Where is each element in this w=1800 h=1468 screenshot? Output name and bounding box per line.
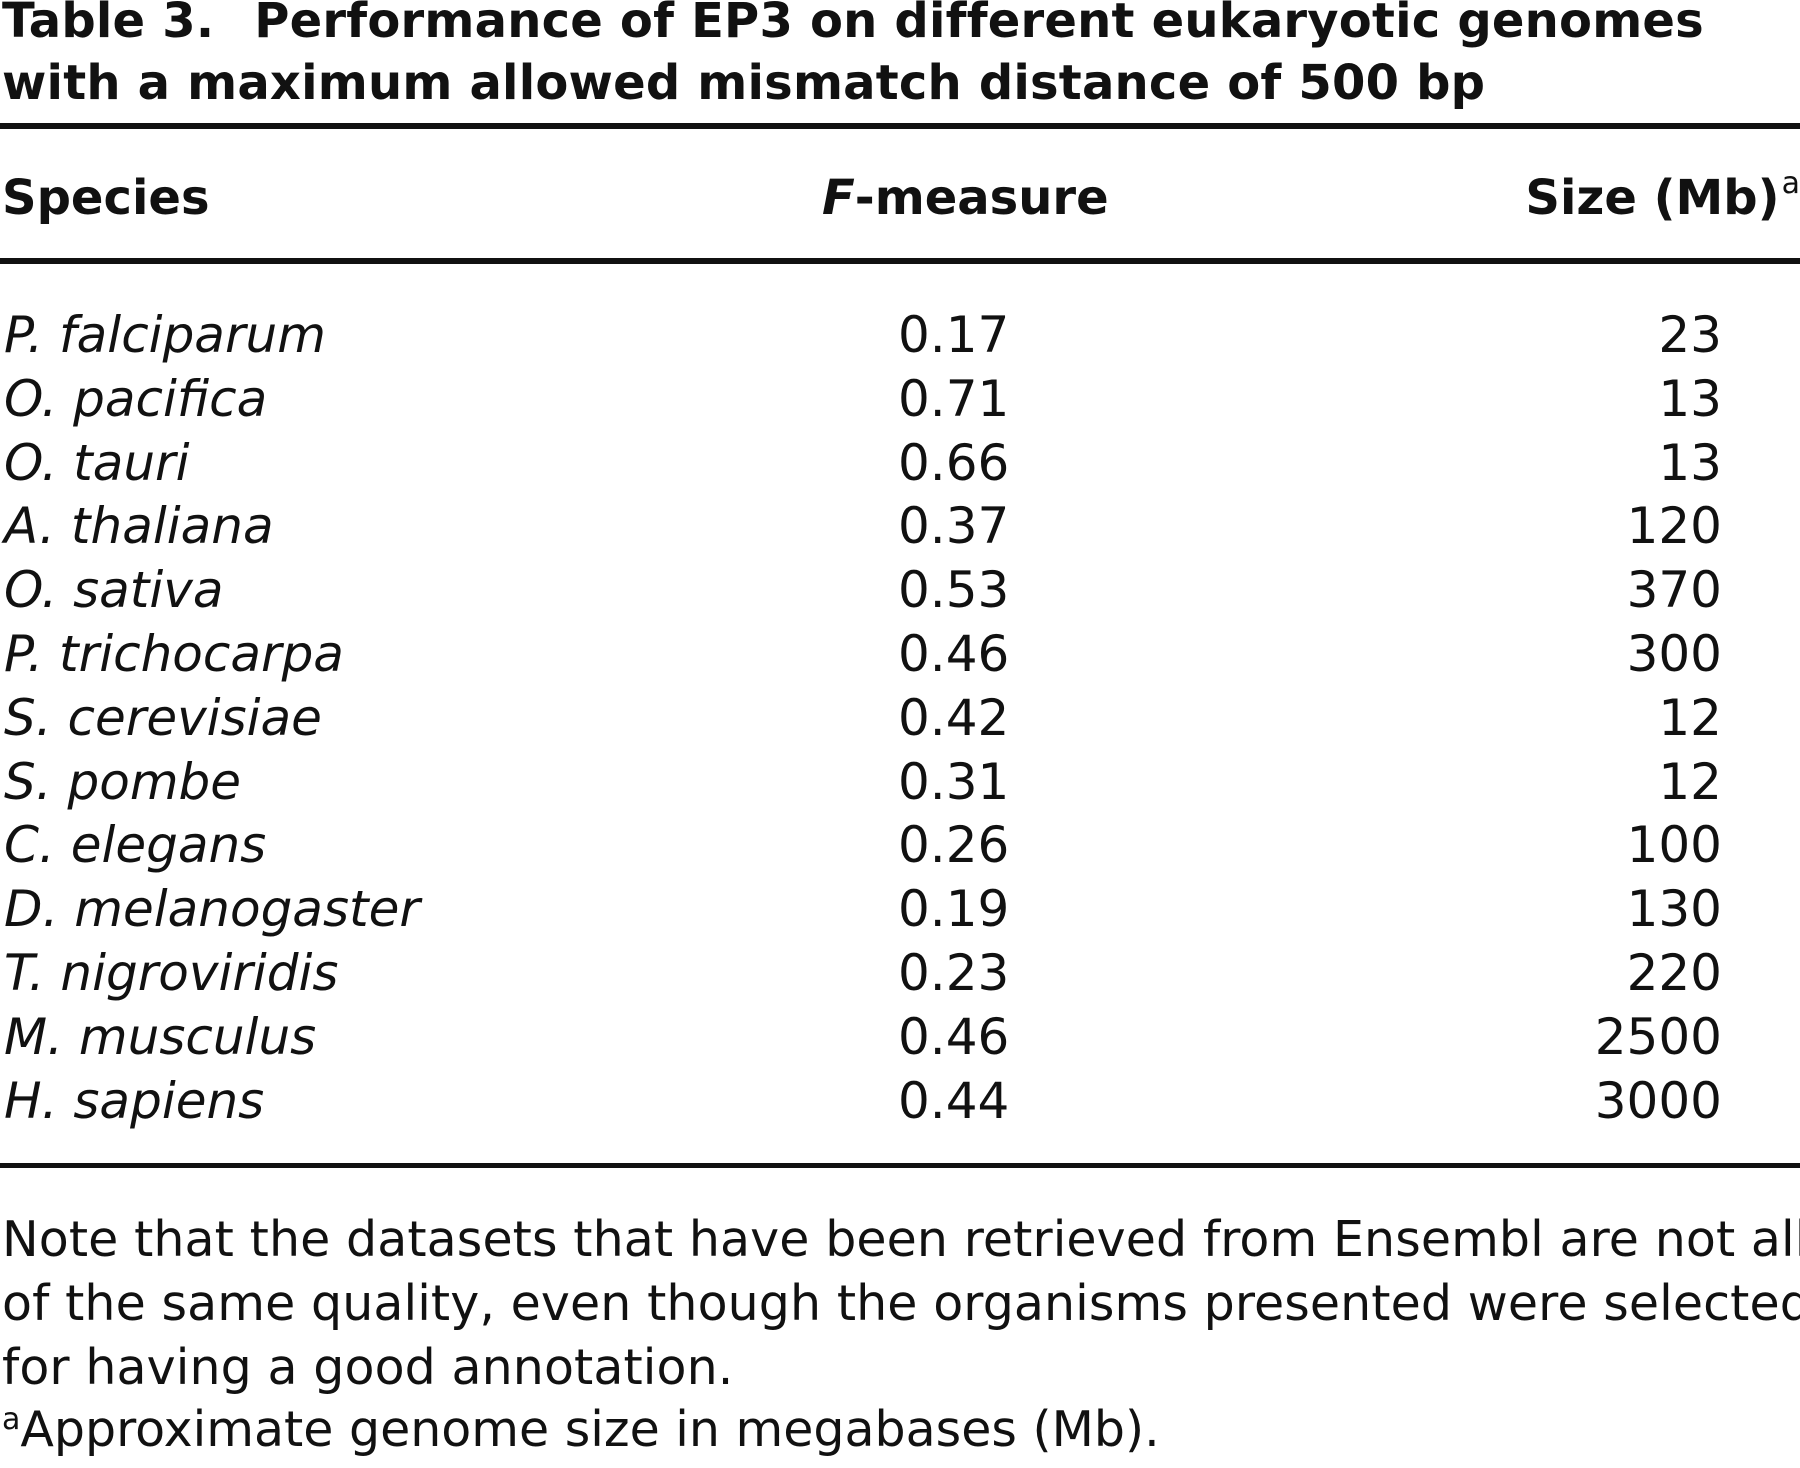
cell-fmeasure: 0.71 — [898, 369, 1010, 428]
header-fmeasure: F-measure — [822, 168, 1109, 228]
table-row: A. thaliana 0.37 120 — [0, 494, 1800, 558]
cell-size: 13 — [1658, 433, 1722, 492]
cell-species: S. pombe — [4, 752, 242, 811]
cell-size: 120 — [1626, 497, 1722, 556]
cell-species: H. sapiens — [4, 1071, 265, 1130]
cell-fmeasure: 0.42 — [898, 688, 1010, 747]
header-size-footnote-marker: a — [1781, 166, 1800, 201]
table-row: T. nigroviridis 0.23 220 — [0, 941, 1800, 1005]
cell-species: S. cerevisiae — [4, 688, 322, 747]
table-footnote: aApproximate genome size in megabases (M… — [2, 1398, 1160, 1462]
cell-size: 12 — [1658, 688, 1722, 747]
table-row: P. falciparum 0.17 23 — [0, 303, 1800, 367]
cell-size: 13 — [1658, 369, 1722, 428]
table-row: O. pacifica 0.71 13 — [0, 367, 1800, 431]
note-line: Note that the datasets that have been re… — [2, 1211, 1800, 1268]
note-line: for having a good annotation. — [2, 1339, 734, 1396]
table-row: M. musculus 0.46 2500 — [0, 1005, 1800, 1069]
cell-species: O. tauri — [4, 433, 190, 492]
table-row: S. pombe 0.31 12 — [0, 750, 1800, 814]
table-title-line2: with a maximum allowed mismatch distance… — [2, 55, 1486, 111]
cell-species: P. trichocarpa — [4, 624, 344, 683]
header-size: Size (Mb)a — [1525, 166, 1800, 228]
header-fmeasure-rest: -measure — [854, 170, 1109, 226]
table-title: Table 3. Performance of EP3 on different … — [2, 0, 1792, 114]
cell-size: 370 — [1626, 561, 1722, 620]
table-body: P. falciparum 0.17 23 O. pacifica 0.71 13 O. t… — [0, 303, 1800, 1132]
header-size-label: Size (Mb) — [1525, 170, 1780, 226]
cell-size: 2500 — [1594, 1007, 1722, 1066]
cell-fmeasure: 0.66 — [898, 433, 1010, 492]
table-note: Note that the datasets that have been re… — [2, 1208, 1800, 1400]
cell-species: D. melanogaster — [4, 880, 420, 939]
top-rule — [0, 123, 1800, 129]
cell-fmeasure: 0.17 — [898, 306, 1010, 364]
cell-fmeasure: 0.26 — [898, 816, 1010, 875]
cell-size: 23 — [1658, 306, 1722, 364]
cell-fmeasure: 0.37 — [898, 497, 1010, 556]
cell-size: 12 — [1658, 752, 1722, 811]
cell-species: O. sativa — [4, 561, 224, 620]
cell-fmeasure: 0.31 — [898, 752, 1010, 811]
cell-fmeasure: 0.44 — [898, 1071, 1010, 1130]
cell-species: O. pacifica — [4, 369, 268, 428]
bottom-rule — [0, 1163, 1800, 1168]
cell-size: 3000 — [1594, 1071, 1722, 1130]
table-row: O. sativa 0.53 370 — [0, 558, 1800, 622]
cell-size: 220 — [1626, 943, 1722, 1002]
footnote-text: Approximate genome size in megabases (Mb… — [20, 1401, 1160, 1458]
cell-fmeasure: 0.46 — [898, 624, 1010, 683]
cell-fmeasure: 0.23 — [898, 943, 1010, 1002]
cell-species: P. falciparum — [4, 306, 326, 364]
table-row: P. trichocarpa 0.46 300 — [0, 622, 1800, 686]
cell-size: 300 — [1626, 624, 1722, 683]
table-title-line1: Performance of EP3 on different eukaryot… — [254, 0, 1704, 49]
cell-fmeasure: 0.46 — [898, 1007, 1010, 1066]
footnote-marker: a — [2, 1402, 21, 1437]
cell-fmeasure: 0.53 — [898, 561, 1010, 620]
table-row: S. cerevisiae 0.42 12 — [0, 686, 1800, 750]
cell-size: 100 — [1626, 816, 1722, 875]
header-species: Species — [2, 168, 210, 228]
table-label: Table 3. — [2, 0, 215, 49]
header-species-label: Species — [2, 170, 210, 226]
cell-species: C. elegans — [4, 816, 267, 875]
table-row: C. elegans 0.26 100 — [0, 813, 1800, 877]
header-rule — [0, 258, 1800, 264]
cell-species: A. thaliana — [4, 497, 274, 556]
cell-size: 130 — [1626, 880, 1722, 939]
cell-species: M. musculus — [4, 1007, 317, 1066]
table-row: H. sapiens 0.44 3000 — [0, 1069, 1800, 1133]
note-line: of the same quality, even though the org… — [2, 1275, 1800, 1332]
header-fmeasure-f: F — [822, 170, 855, 226]
table-row: D. melanogaster 0.19 130 — [0, 877, 1800, 941]
table-row: O. tauri 0.66 13 — [0, 431, 1800, 495]
cell-species: T. nigroviridis — [4, 943, 339, 1002]
cell-fmeasure: 0.19 — [898, 880, 1010, 939]
